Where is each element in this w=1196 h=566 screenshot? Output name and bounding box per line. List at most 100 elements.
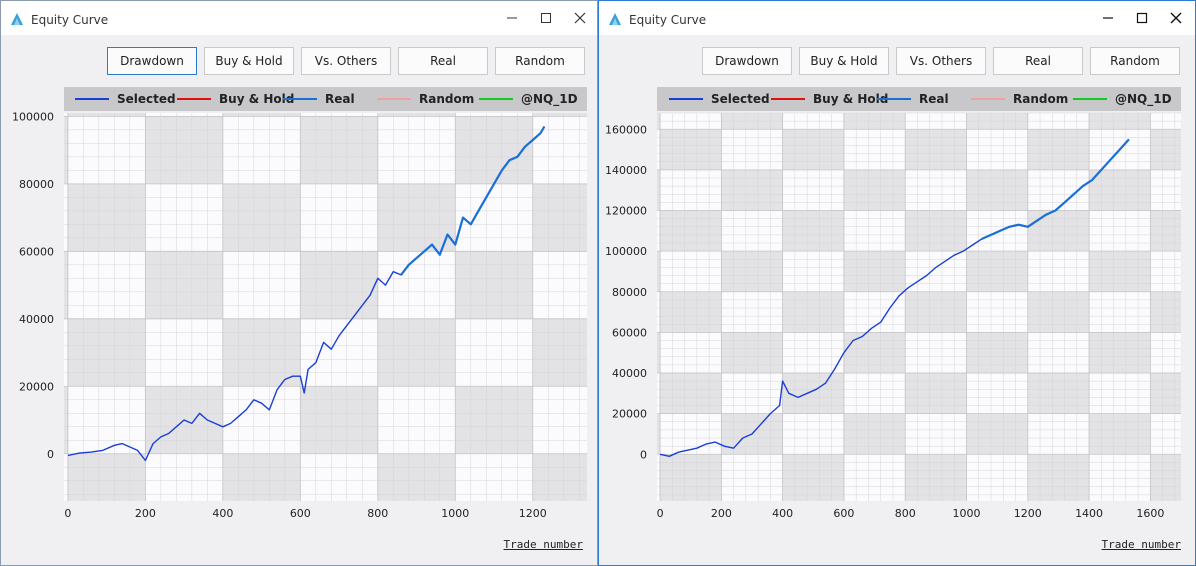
equity-chart[interactable]: 0 200 400 600 800 1000 1200 1400 1600 0 20000 40000… — [599, 85, 1195, 535]
grid-band — [660, 454, 722, 501]
grid-band — [67, 113, 146, 117]
buy-hold-button[interactable]: Buy & Hold — [799, 47, 889, 75]
window-title: Equity Curve — [629, 13, 707, 27]
legend-entry: @NQ_1D — [521, 92, 578, 107]
grid-band — [300, 116, 378, 184]
grid-band — [966, 251, 1028, 292]
grid-band — [222, 113, 301, 117]
grid-band — [905, 129, 967, 170]
legend-entry: @NQ_1D — [1115, 92, 1172, 107]
vs-others-button[interactable]: Vs. Others — [896, 47, 986, 75]
x-tick-label: 0 — [64, 507, 71, 520]
x-tick-label: 1200 — [1014, 507, 1042, 520]
close-icon[interactable] — [1163, 7, 1189, 29]
minimize-icon[interactable] — [1095, 7, 1121, 29]
drawdown-button[interactable]: Drawdown — [702, 47, 792, 75]
grid-band — [532, 453, 587, 501]
grid-band — [1027, 129, 1090, 170]
equity-chart[interactable]: 0 200 400 600 800 1000 1200 0 20000 40000 60000 800… — [1, 85, 597, 535]
grid-band — [64, 386, 68, 454]
grid-band — [660, 210, 722, 252]
drawdown-button[interactable]: Drawdown — [107, 47, 197, 75]
x-tick-label: 1400 — [1075, 507, 1103, 520]
y-tick-label: 80000 — [19, 178, 54, 191]
random-button[interactable]: Random — [1090, 47, 1180, 75]
grid-band — [966, 332, 1028, 374]
y-tick-label: 20000 — [19, 380, 54, 393]
grid-band — [721, 169, 783, 211]
random-button[interactable]: Random — [495, 47, 585, 75]
grid-band — [843, 332, 906, 374]
close-icon[interactable] — [567, 7, 593, 29]
grid-band — [67, 453, 146, 501]
grid-band — [1027, 373, 1090, 414]
grid-band — [145, 116, 223, 184]
y-tick-label: 120000 — [605, 205, 647, 218]
app-logo-icon — [609, 13, 621, 25]
x-tick-label: 1600 — [1136, 507, 1164, 520]
y-tick-label: 60000 — [19, 245, 54, 258]
grid-band — [843, 169, 906, 211]
grid-band — [721, 332, 783, 374]
x-tick-label: 800 — [895, 507, 916, 520]
x-tick-label: 1000 — [441, 507, 469, 520]
grid-band — [222, 453, 301, 501]
legend-entry: Random — [419, 92, 474, 106]
real-button[interactable]: Real — [993, 47, 1083, 75]
title-bar[interactable]: Equity Curve — [599, 1, 1195, 35]
grid-band — [67, 183, 146, 252]
y-tick-label: 40000 — [19, 313, 54, 326]
grid-band — [1150, 454, 1181, 501]
grid-band — [532, 318, 587, 387]
grid-band — [377, 183, 456, 252]
x-axis-title[interactable]: Trade number — [1101, 538, 1181, 551]
toolbar: Drawdown Buy & Hold Vs. Others Real Rand… — [599, 35, 1195, 85]
x-axis-title[interactable]: Trade number — [503, 538, 583, 551]
title-bar[interactable]: Equity Curve — [1, 1, 597, 35]
grid-band — [1150, 129, 1181, 170]
grid-band — [782, 210, 844, 252]
maximize-icon[interactable] — [1129, 7, 1155, 29]
y-tick-label: 80000 — [612, 286, 647, 299]
legend-entry: Selected — [711, 92, 770, 106]
grid-band — [905, 373, 967, 414]
grid-band — [660, 291, 722, 333]
y-tick-label: 20000 — [612, 408, 647, 421]
grid-band — [532, 183, 587, 252]
grid-band — [67, 318, 146, 387]
series-real-line — [981, 138, 1130, 240]
grid-band — [782, 129, 844, 170]
vs-others-button[interactable]: Vs. Others — [301, 47, 391, 75]
y-tick-label: 100000 — [605, 245, 647, 258]
grid-band — [222, 183, 301, 252]
x-tick-label: 400 — [772, 507, 793, 520]
grid-band — [843, 251, 906, 292]
grid-band — [782, 454, 844, 501]
legend-entry: Buy & Hold — [813, 92, 888, 106]
y-tick-label: 140000 — [605, 164, 647, 177]
maximize-icon[interactable] — [533, 7, 559, 29]
y-tick-label: 60000 — [612, 326, 647, 339]
grid-band — [1150, 373, 1181, 414]
grid-band — [300, 386, 378, 454]
grid-band — [905, 291, 967, 333]
buy-hold-button[interactable]: Buy & Hold — [204, 47, 294, 75]
grid-band — [300, 251, 378, 319]
grid-band — [721, 251, 783, 292]
grid-band — [377, 453, 456, 501]
grid-band — [1150, 291, 1181, 333]
x-tick-label: 400 — [212, 507, 233, 520]
grid-band — [782, 291, 844, 333]
grid-band — [1027, 291, 1090, 333]
minimize-icon[interactable] — [499, 7, 525, 29]
legend-entry: Real — [325, 92, 355, 106]
grid-band — [222, 318, 301, 387]
grid-band — [657, 169, 661, 211]
grid-band — [1150, 210, 1181, 252]
grid-band — [1089, 169, 1151, 211]
grid-band — [455, 116, 533, 184]
window-title: Equity Curve — [31, 13, 109, 27]
y-tick-label: 0 — [640, 448, 647, 461]
real-button[interactable]: Real — [398, 47, 488, 75]
grid-band — [966, 169, 1028, 211]
